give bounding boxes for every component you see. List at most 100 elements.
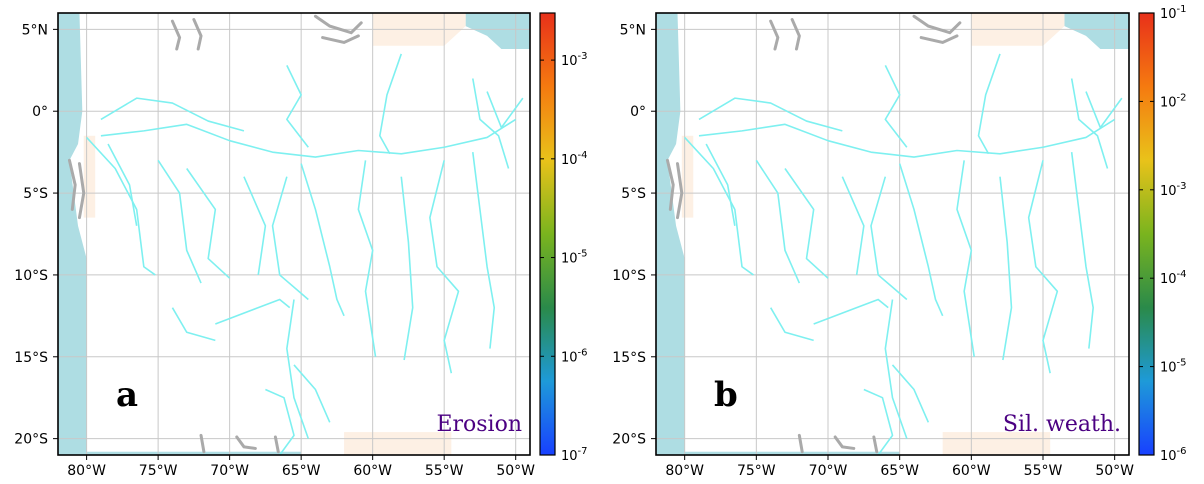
colorbar-tick-label: 10-5 [561,249,588,267]
river [999,176,1013,361]
panel-title: Erosion [436,412,522,437]
grey-river [313,14,363,35]
x-tick-label: 50°W [1095,463,1134,479]
colorbar-a: 10-7 10-6 10-5 10-4 10-3 [539,12,588,464]
river [1070,152,1094,349]
y-tick-label: 5°S [621,186,646,202]
river [100,118,517,158]
river [870,176,908,301]
x-tick-label: 55°W [425,463,464,479]
river [977,53,1001,155]
river [784,168,829,279]
grey-river [199,433,206,454]
river [684,136,754,276]
grey-river [665,158,675,211]
atlantic-ocean [465,13,530,50]
river [286,65,309,148]
beige-land-south [344,432,452,455]
river [293,364,331,423]
river [1027,160,1059,374]
x-tick-label: 65°W [282,463,321,479]
grey-river [872,435,879,454]
grey-river [912,14,962,35]
x-tick-label: 80°W [67,463,106,479]
panel-b: 80°W 75°W 70°W 65°W 60°W 55°W 50°W 5°N 0° 5°S 10°S… [612,12,1134,479]
grey-river [676,162,684,220]
y-tick-label: 20°S [612,432,646,448]
river [215,298,291,325]
y-tick-label: 5°N [620,22,646,38]
grey-river [192,18,203,51]
river [286,299,310,439]
river [705,143,736,226]
x-tick-label: 80°W [665,463,704,479]
plot-frame [655,12,1130,456]
river [86,136,156,276]
colorbar-tick-label: 10-4 [561,150,588,168]
y-tick-label: 15°S [612,350,646,366]
panel-letter: b [714,375,738,415]
beige-land-west [83,135,96,218]
colorbar-tick-label: 10-7 [561,446,588,464]
river [884,65,908,148]
river [171,307,216,342]
grey-river [77,162,86,220]
river [157,159,202,284]
river [400,176,414,361]
panel-letter: a [116,375,138,415]
x-tick-label: 70°W [809,463,848,479]
beige-land-south [942,432,1051,455]
river [107,143,138,226]
grey-river [170,19,182,51]
river [1085,91,1123,129]
southern-strip [86,451,302,455]
colorbar-tick-label: 10-4 [1160,269,1187,287]
x-tick-label: 60°W [353,463,392,479]
river [100,97,245,132]
x-tick-label: 75°W [737,463,776,479]
river [243,176,267,276]
colorbar-tick-label: 10-2 [1160,92,1187,110]
colorbar-tick-label: 10-1 [1160,4,1187,22]
panel-title: Sil. weath. [1003,412,1121,437]
river [265,388,295,455]
river [891,364,930,423]
colorbar-tick-label: 10-5 [1160,358,1187,376]
plot-frame [57,12,531,456]
river [379,53,403,155]
river [186,168,231,279]
x-tick-label: 65°W [880,463,919,479]
river [863,388,894,455]
grey-river [321,34,360,45]
colorbar-tick-label: 10-3 [561,51,588,69]
grey-river [919,34,959,45]
y-tick-label: 15°S [14,350,48,366]
river [471,152,496,349]
river [956,160,975,357]
river [841,176,865,276]
colorbar-tick-label: 10-6 [561,347,588,365]
y-tick-label: 5°N [22,22,48,38]
colorbar-bar [1138,12,1155,456]
y-tick-label: 0° [32,104,48,120]
river [300,163,345,317]
river [429,160,460,374]
river [1070,78,1109,169]
grey-river [273,435,280,454]
grey-river [235,435,257,450]
grey-river [67,158,77,211]
grey-river [769,19,780,51]
river [755,159,801,284]
y-tick-label: 10°S [612,268,646,284]
panel-a: 80°W 75°W 70°W 65°W 60°W 55°W 50°W 5°N 0° 5°S 10°S… [14,12,535,479]
colorbar-b: 10-6 10-5 10-4 10-3 10-2 10-1 [1138,4,1187,464]
pacific-ocean [656,13,685,455]
map-background [656,13,1129,455]
x-tick-label: 55°W [1024,463,1063,479]
southern-strip [684,451,900,455]
river [486,91,524,129]
x-tick-label: 60°W [952,463,991,479]
x-tick-label: 75°W [139,463,178,479]
x-tick-label: 50°W [496,463,535,479]
pacific-ocean [58,13,87,455]
